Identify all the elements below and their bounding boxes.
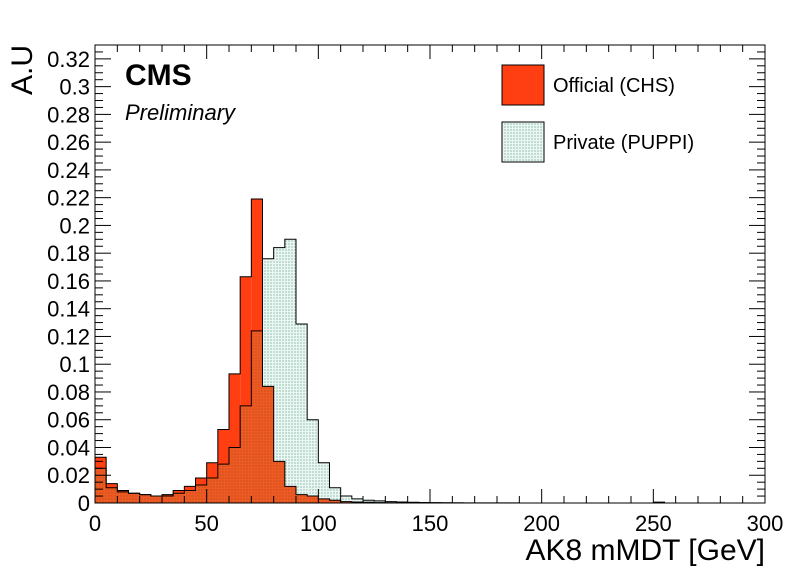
bar-overlap <box>240 405 252 503</box>
x-tick-label: 300 <box>747 511 784 536</box>
cms-label: CMS <box>125 59 192 92</box>
x-tick-label: 250 <box>635 511 672 536</box>
bar-overlap <box>340 501 352 503</box>
bar-overlap <box>284 486 296 503</box>
bar-overlap <box>150 496 162 503</box>
axes: 0 50 100 150 200 250 300 0 0.02 0.040.06 0.08 0.1 0.… <box>47 44 784 536</box>
bar-overlap <box>106 487 118 503</box>
bar-overlap <box>217 464 229 503</box>
y-tick-label: 0.02 <box>47 463 90 488</box>
legend-swatch-puppi <box>501 121 545 163</box>
bar-chs <box>240 276 252 503</box>
y-tick-label: 0.28 <box>47 102 90 127</box>
x-tick-label: 200 <box>523 511 560 536</box>
bar-puppi <box>351 498 363 503</box>
y-tick-label: 0.04 <box>47 435 90 460</box>
y-tick-label: 0.32 <box>47 47 90 72</box>
bar-overlap <box>273 461 285 503</box>
legend-swatch-chs <box>501 64 545 106</box>
x-tick-label: 100 <box>300 511 337 536</box>
y-tick-label: 0.22 <box>47 186 90 211</box>
y-tick-label: 0.1 <box>59 352 90 377</box>
bar-overlap <box>296 494 308 503</box>
y-tick-label: 0.12 <box>47 324 90 349</box>
bar-puppi <box>329 487 341 503</box>
bar-puppi <box>262 258 274 503</box>
bar-puppi <box>307 419 319 503</box>
y-tick-label: 0 <box>78 491 90 516</box>
bar-chs <box>229 373 241 503</box>
bar-overlap <box>128 493 140 503</box>
bar-puppi <box>318 462 330 503</box>
bar-puppi <box>374 500 386 503</box>
x-axis-title: AK8 mMDT [GeV] <box>525 534 765 567</box>
bar-puppi <box>284 239 296 503</box>
legend-label-chs: Official (CHS) <box>553 75 675 97</box>
bar-overlap <box>117 491 129 503</box>
outline-chs <box>94 198 765 504</box>
y-tick-label: 0.26 <box>47 130 90 155</box>
y-tick-label: 0.3 <box>59 75 90 100</box>
x-tick-label: 150 <box>412 511 449 536</box>
y-tick-label: 0.24 <box>47 158 90 183</box>
y-tick-label: 0.08 <box>47 380 90 405</box>
bar-overlap <box>206 478 218 503</box>
histogram-bars <box>94 198 765 504</box>
bar-overlap <box>95 468 107 503</box>
bar-puppi <box>273 247 285 503</box>
bar-overlap <box>184 490 196 503</box>
legend-label-puppi: Private (PUPPI) <box>553 132 694 154</box>
bar-overlap <box>262 386 274 503</box>
bar-overlap <box>139 494 151 503</box>
bar-puppi <box>363 500 375 503</box>
bar-overlap <box>195 484 207 503</box>
bar-puppi <box>340 496 352 503</box>
bar-overlap <box>318 498 330 503</box>
x-tick-label: 0 <box>89 511 101 536</box>
y-tick-label: 0.14 <box>47 297 90 322</box>
bar-overlap <box>251 330 263 503</box>
x-tick-label: 50 <box>194 511 218 536</box>
bar-puppi <box>296 323 308 503</box>
y-tick-label: 0.18 <box>47 241 90 266</box>
y-tick-label: 0.2 <box>59 213 90 238</box>
legend: Official (CHS) Private (PUPPI) <box>501 64 694 163</box>
bar-overlap <box>307 496 319 503</box>
y-tick-label: 0.16 <box>47 269 90 294</box>
y-tick-label: 0.06 <box>47 408 90 433</box>
bar-overlap <box>173 493 185 503</box>
outline-puppi <box>94 238 765 504</box>
y-axis-title: A.U <box>6 45 39 95</box>
bar-overlap <box>229 447 241 503</box>
bar-overlap <box>329 500 341 503</box>
bar-overlap <box>162 496 174 503</box>
preliminary-label: Preliminary <box>125 100 237 125</box>
